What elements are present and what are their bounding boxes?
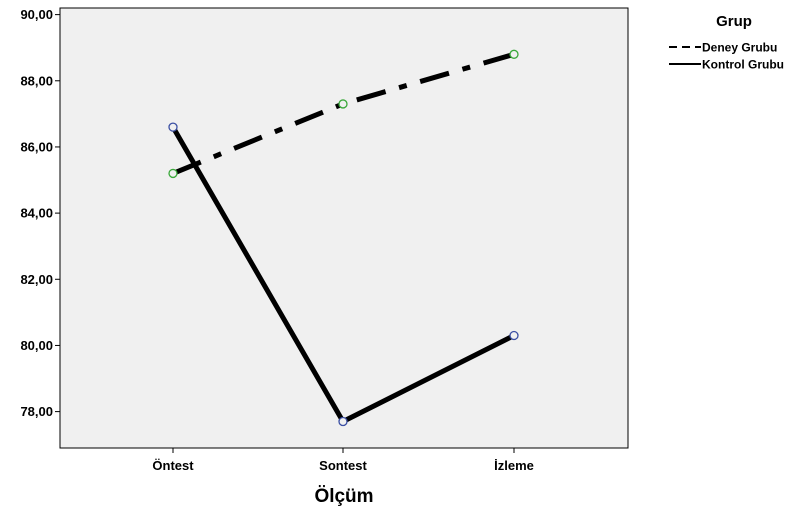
x-tick-label: Sontest [319, 458, 367, 473]
y-tick-label: 86,00 [20, 139, 53, 154]
series-layer [168, 49, 519, 427]
data-point [338, 416, 348, 427]
data-point [168, 122, 178, 132]
y-tick-label: 84,00 [20, 206, 53, 221]
data-point [168, 168, 178, 179]
y-tick-label: 88,00 [20, 73, 53, 88]
data-point [338, 99, 348, 109]
legend-title: Grup [716, 13, 752, 30]
x-tick-label: Öntest [152, 458, 194, 473]
y-tick-label: 90,00 [20, 7, 53, 22]
legend-label: Deney Grubu [702, 41, 777, 55]
y-tick-label: 78,00 [20, 404, 53, 419]
y-tick-label: 80,00 [20, 338, 53, 353]
x-tick-label: İzleme [494, 458, 534, 473]
plot-area [59, 7, 629, 449]
legend-label: Kontrol Grubu [702, 58, 784, 72]
data-point [509, 330, 519, 341]
legend: Grup Deney Grubu Kontrol Grubu [669, 13, 784, 72]
y-axis: 78,00 80,00 82,00 84,00 86,00 88,00 90,00 [20, 7, 60, 419]
data-point [509, 49, 519, 59]
y-tick-label: 82,00 [20, 272, 53, 287]
x-axis-title: Ölçüm [314, 486, 373, 507]
x-axis: Öntest Sontest İzleme [152, 448, 534, 473]
